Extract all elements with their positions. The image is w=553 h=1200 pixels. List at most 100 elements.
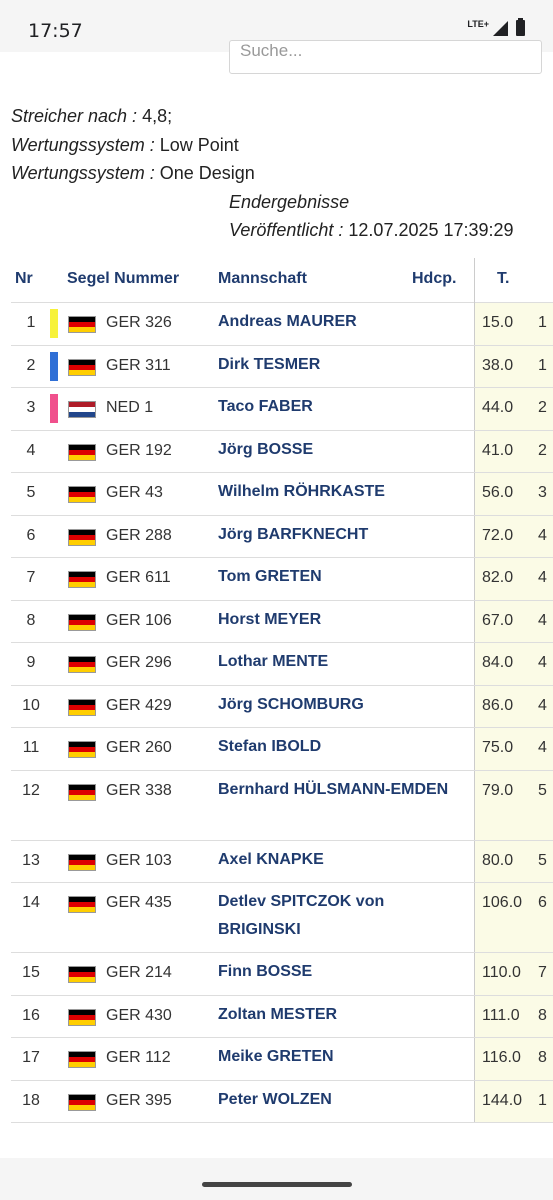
- header-total[interactable]: T.: [497, 270, 510, 287]
- rank: 5: [26, 484, 36, 501]
- next-column-value: 4: [538, 696, 547, 714]
- scoring-label-2: Wertungssystem :: [11, 163, 155, 183]
- total-cell: [474, 995, 553, 1037]
- total-points: 15.0: [482, 314, 514, 331]
- crew-link[interactable]: Meike GRETEN: [218, 1048, 334, 1065]
- rank: 2: [26, 356, 36, 374]
- crew-link[interactable]: Axel KNAPKE: [218, 850, 324, 868]
- netherlands-flag-icon: [68, 401, 96, 418]
- crew-link[interactable]: Lothar MENTE: [218, 653, 329, 670]
- sail-number: GER 311: [106, 356, 171, 374]
- sail-number: GER 288: [106, 526, 172, 544]
- next-column-value: 4: [538, 569, 547, 586]
- total-points: 56.0: [482, 484, 514, 501]
- crew-link[interactable]: Jörg BOSSE: [218, 440, 314, 458]
- table-row[interactable]: 11 GER 260 Stefan IBOLD 75.0 4: [11, 728, 553, 771]
- total-cell: [474, 840, 553, 882]
- sail-number: GER 112: [106, 1049, 171, 1066]
- published-line: Veröffentlicht : 12.07.2025 17:39:29: [229, 219, 514, 241]
- crew-link[interactable]: Peter WOLZEN: [218, 1090, 332, 1108]
- scoring-value-2: One Design: [159, 163, 255, 183]
- network-type: LTE+: [467, 19, 489, 29]
- table-row[interactable]: 15 GER 214 Finn BOSSE 110.0 7: [11, 953, 553, 996]
- home-gesture-handle[interactable]: [202, 1182, 352, 1187]
- search-field-container: [229, 40, 542, 74]
- table-row[interactable]: 13 GER 103 Axel KNAPKE 80.0 5: [11, 840, 553, 883]
- sail-number: GER 395: [106, 1091, 172, 1109]
- header-crew[interactable]: Mannschaft: [218, 270, 307, 287]
- table-row[interactable]: 16 GER 430 Zoltan MESTER 111.0 8: [11, 995, 553, 1038]
- total-cell: [474, 430, 553, 472]
- rank: 3: [26, 399, 36, 416]
- crew-link[interactable]: Tom GRETEN: [218, 568, 322, 585]
- total-points: 72.0: [482, 526, 514, 544]
- total-points: 106.0: [482, 894, 523, 911]
- next-column-value: 2: [538, 441, 547, 459]
- total-header-cell: [474, 258, 553, 303]
- crew-link[interactable]: Jörg BARFKNECHT: [218, 525, 369, 543]
- table-row[interactable]: 17 GER 112 Meike GRETEN 116.0 8: [11, 1038, 553, 1081]
- table-row[interactable]: 5 GER 43 Wilhelm RÖHRKASTE 56.0 3: [11, 473, 553, 516]
- table-row[interactable]: 3 NED 1 Taco FABER 44.0 2: [11, 388, 553, 431]
- sail-number: GER 260: [106, 739, 172, 756]
- discards-value: 4,8;: [142, 106, 173, 126]
- table-row[interactable]: 10 GER 429 Jörg SCHOMBURG 86.0 4: [11, 685, 553, 728]
- next-column-value: 6: [538, 894, 547, 911]
- germany-flag-icon: [68, 443, 96, 461]
- table-row[interactable]: 4 GER 192 Jörg BOSSE 41.0 2: [11, 430, 553, 473]
- crew-link[interactable]: Dirk TESMER: [218, 355, 321, 373]
- next-column-value: 4: [538, 611, 547, 629]
- header-hdcp[interactable]: Hdcp.: [412, 270, 457, 287]
- rank: 15: [22, 964, 40, 981]
- header-sail-number[interactable]: Segel Nummer: [67, 270, 180, 287]
- table-row[interactable]: 9 GER 296 Lothar MENTE 84.0 4: [11, 643, 553, 686]
- crew-link[interactable]: Stefan IBOLD: [218, 738, 322, 755]
- total-points: 82.0: [482, 569, 514, 586]
- scoring-label-1: Wertungssystem :: [11, 135, 155, 155]
- next-column-value: 5: [538, 851, 547, 869]
- next-column-value: 4: [538, 739, 547, 756]
- rank: 17: [22, 1049, 40, 1066]
- crew-link[interactable]: Zoltan MESTER: [218, 1005, 338, 1023]
- total-cell: [474, 770, 553, 840]
- germany-flag-icon: [68, 896, 96, 913]
- crew-link[interactable]: Wilhelm RÖHRKASTE: [218, 483, 385, 500]
- table-row[interactable]: 18 GER 395 Peter WOLZEN 144.0 1: [11, 1080, 553, 1123]
- crew-link[interactable]: Bernhard HÜLSMANN-EMDEN: [218, 780, 449, 798]
- total-cell: [474, 1038, 553, 1080]
- table-header: Nr Segel Nummer Mannschaft Hdcp. T.: [11, 258, 553, 303]
- next-column-value: 4: [538, 526, 547, 544]
- status-time: 17:57: [28, 20, 83, 42]
- crew-link[interactable]: Horst MEYER: [218, 610, 322, 628]
- color-marker: [50, 394, 58, 423]
- table-row[interactable]: 14 GER 435 Detlev SPITCZOK von BRIGINSKI 10…: [11, 883, 553, 953]
- table-row[interactable]: 7 GER 611 Tom GRETEN 82.0 4: [11, 558, 553, 601]
- total-points: 86.0: [482, 696, 514, 714]
- germany-flag-icon: [68, 853, 96, 871]
- search-input[interactable]: [230, 41, 541, 67]
- table-row[interactable]: 8 GER 106 Horst MEYER 67.0 4: [11, 600, 553, 643]
- table-row[interactable]: 12 GER 338 Bernhard HÜLSMANN-EMDEN 79.0 5: [11, 770, 553, 841]
- sail-number: GER 326: [106, 314, 172, 331]
- crew-link[interactable]: Detlev SPITCZOK von BRIGINSKI: [218, 893, 385, 938]
- table-row[interactable]: 1 GER 326 Andreas MAURER 15.0 1: [11, 303, 553, 346]
- crew-link[interactable]: Taco FABER: [218, 398, 313, 415]
- germany-flag-icon: [68, 613, 96, 631]
- table-row[interactable]: 2 GER 311 Dirk TESMER 38.0 1: [11, 345, 553, 388]
- total-points: 110.0: [482, 964, 521, 981]
- header-nr[interactable]: Nr: [15, 270, 33, 287]
- total-points: 75.0: [482, 739, 514, 756]
- crew-link[interactable]: Jörg SCHOMBURG: [218, 695, 364, 713]
- total-cell: [474, 643, 553, 685]
- scoring-line-2: Wertungssystem : One Design: [11, 162, 255, 184]
- battery-icon: [516, 18, 525, 36]
- total-points: 44.0: [482, 399, 514, 416]
- table-row[interactable]: 6 GER 288 Jörg BARFKNECHT 72.0 4: [11, 515, 553, 558]
- rank: 11: [22, 739, 40, 756]
- crew-link[interactable]: Andreas MAURER: [218, 313, 357, 330]
- germany-flag-icon: [68, 741, 96, 758]
- crew-link[interactable]: Finn BOSSE: [218, 963, 313, 980]
- published-label: Veröffentlicht :: [229, 220, 344, 240]
- sail-number: GER 214: [106, 964, 172, 981]
- rank: 10: [22, 696, 40, 714]
